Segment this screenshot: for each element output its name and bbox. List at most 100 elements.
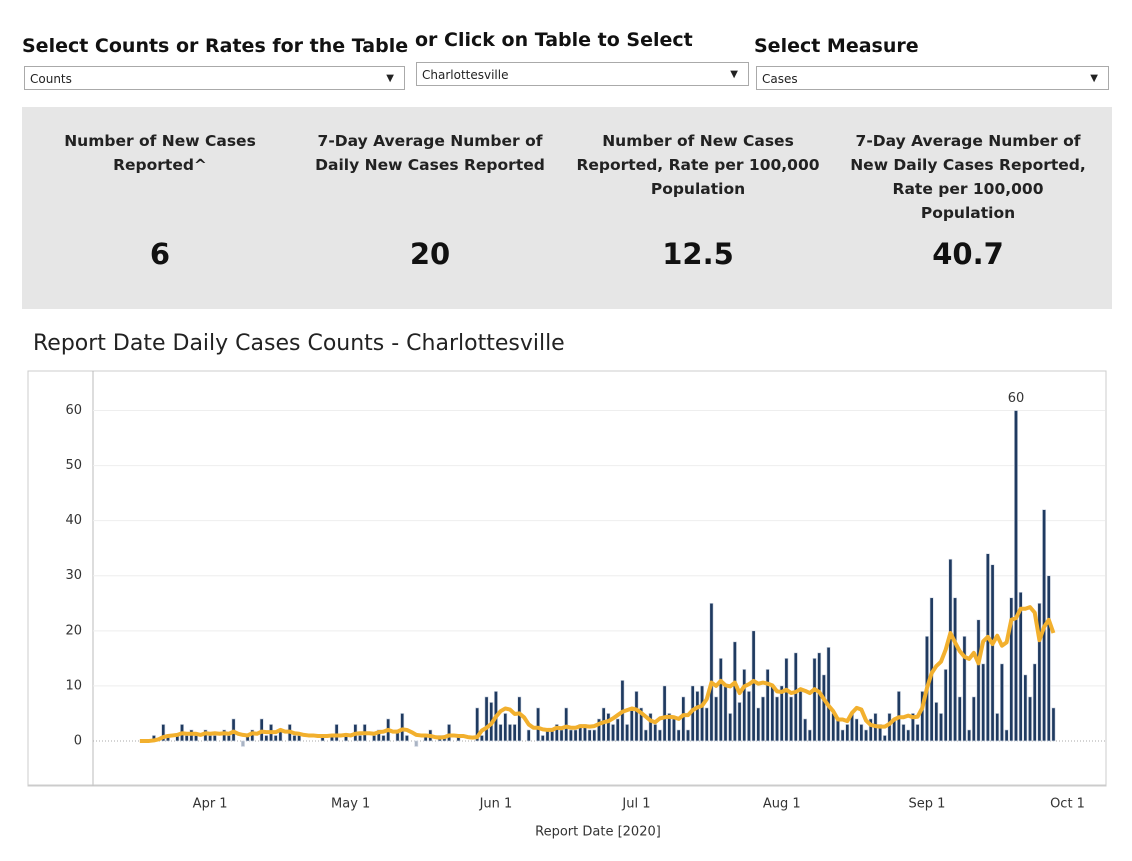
- bar: [910, 713, 915, 742]
- bar: [714, 696, 719, 742]
- bar: [840, 729, 845, 742]
- bar: [807, 729, 812, 742]
- bar: [226, 735, 231, 742]
- bar: [943, 669, 948, 742]
- bar: [779, 685, 784, 742]
- data-label: 60: [1008, 391, 1025, 406]
- x-tick-label: May 1: [331, 797, 370, 812]
- bar: [512, 724, 517, 742]
- bar: [536, 707, 541, 742]
- bar: [695, 691, 700, 742]
- bar: [761, 696, 765, 742]
- bar: [999, 663, 1004, 742]
- bar: [854, 718, 859, 742]
- bar: [878, 724, 883, 742]
- bar: [667, 713, 672, 742]
- bar: [629, 707, 634, 742]
- bar: [587, 729, 592, 742]
- bar: [657, 729, 662, 742]
- bar: [985, 553, 990, 742]
- bar: [653, 724, 658, 742]
- dropdown-arrow: ▼: [386, 73, 394, 84]
- dropdown[interactable]: Cases ▼: [756, 66, 1109, 90]
- bar: [803, 718, 808, 742]
- bar: [732, 641, 737, 742]
- bar: [376, 729, 381, 742]
- bar: [503, 713, 508, 742]
- bar: [592, 729, 597, 742]
- bar: [831, 713, 836, 742]
- bar: [484, 696, 489, 742]
- bar: [962, 636, 967, 742]
- kpi-label: 7-Day Average Number of Daily New Cases …: [315, 132, 545, 174]
- bar: [404, 735, 409, 742]
- bar: [611, 724, 615, 742]
- bar: [194, 735, 199, 742]
- bar: [554, 724, 559, 742]
- dropdown[interactable]: Counts ▼: [24, 66, 405, 90]
- bar: [845, 724, 850, 742]
- x-tick-label: Apr 1: [193, 797, 228, 812]
- kpi-label: 7-Day Average Number of New Daily Cases …: [850, 132, 1086, 222]
- y-tick-label: 60: [65, 403, 82, 418]
- bar: [1018, 591, 1023, 742]
- y-tick-label: 20: [65, 623, 82, 638]
- bar: [498, 724, 503, 742]
- kpi-value: 12.5: [662, 237, 734, 271]
- x-tick-label: Sep 1: [909, 797, 946, 812]
- bar: [273, 735, 278, 742]
- kpi-value: 40.7: [932, 237, 1004, 271]
- bar: [508, 724, 512, 742]
- bar: [297, 735, 302, 742]
- y-tick-label: 40: [65, 513, 82, 528]
- average-line: [139, 605, 1056, 743]
- kpi-label: Number of New Cases Reported^: [64, 132, 256, 174]
- dropdown-value: Cases: [762, 72, 798, 86]
- bar: [639, 707, 644, 742]
- bar: [479, 735, 484, 742]
- dropdown-value: Charlottesville: [422, 68, 509, 82]
- bar: [648, 713, 653, 742]
- bar: [821, 674, 826, 742]
- bar: [1032, 663, 1037, 742]
- chart-frame: [27, 370, 1107, 787]
- filter-label: Select Counts or Rates for the Table: [22, 35, 409, 57]
- bar: [971, 696, 976, 742]
- bar: [634, 691, 639, 742]
- y-tick-label: 10: [65, 678, 82, 693]
- x-tick-label: Jul 1: [621, 797, 650, 812]
- bar: [967, 729, 972, 742]
- bar: [447, 724, 452, 742]
- bar: [709, 602, 714, 742]
- bar: [672, 718, 676, 742]
- bar: [859, 724, 864, 742]
- kpi-panel: Number of New Cases Reported^ 6 7-Day Av…: [22, 107, 1112, 309]
- bar: [700, 685, 705, 742]
- bar: [625, 724, 630, 742]
- bar: [901, 724, 906, 742]
- bar: [212, 735, 217, 742]
- chart-title: Report Date Daily Cases Counts - Charlot…: [33, 331, 565, 356]
- bar: [686, 729, 690, 742]
- bar: [976, 619, 981, 742]
- bar: [746, 691, 751, 742]
- bar: [765, 669, 770, 742]
- bar: [728, 713, 733, 742]
- bar: [161, 724, 166, 742]
- bar: [882, 735, 887, 742]
- bar: [681, 696, 686, 742]
- dropdown-arrow: ▼: [730, 69, 738, 80]
- dropdown[interactable]: Charlottesville ▼: [416, 62, 749, 86]
- filter-label: or Click on Table to Select: [415, 29, 693, 51]
- dropdown-arrow: ▼: [1090, 73, 1098, 84]
- bar: [812, 658, 817, 742]
- bar: [564, 707, 569, 742]
- bar: [606, 713, 611, 742]
- kpi-value: 6: [149, 237, 171, 271]
- bar: [981, 663, 986, 742]
- bar: [742, 669, 747, 742]
- bar: [737, 702, 742, 742]
- bar: [934, 702, 939, 742]
- bar: [1046, 575, 1051, 742]
